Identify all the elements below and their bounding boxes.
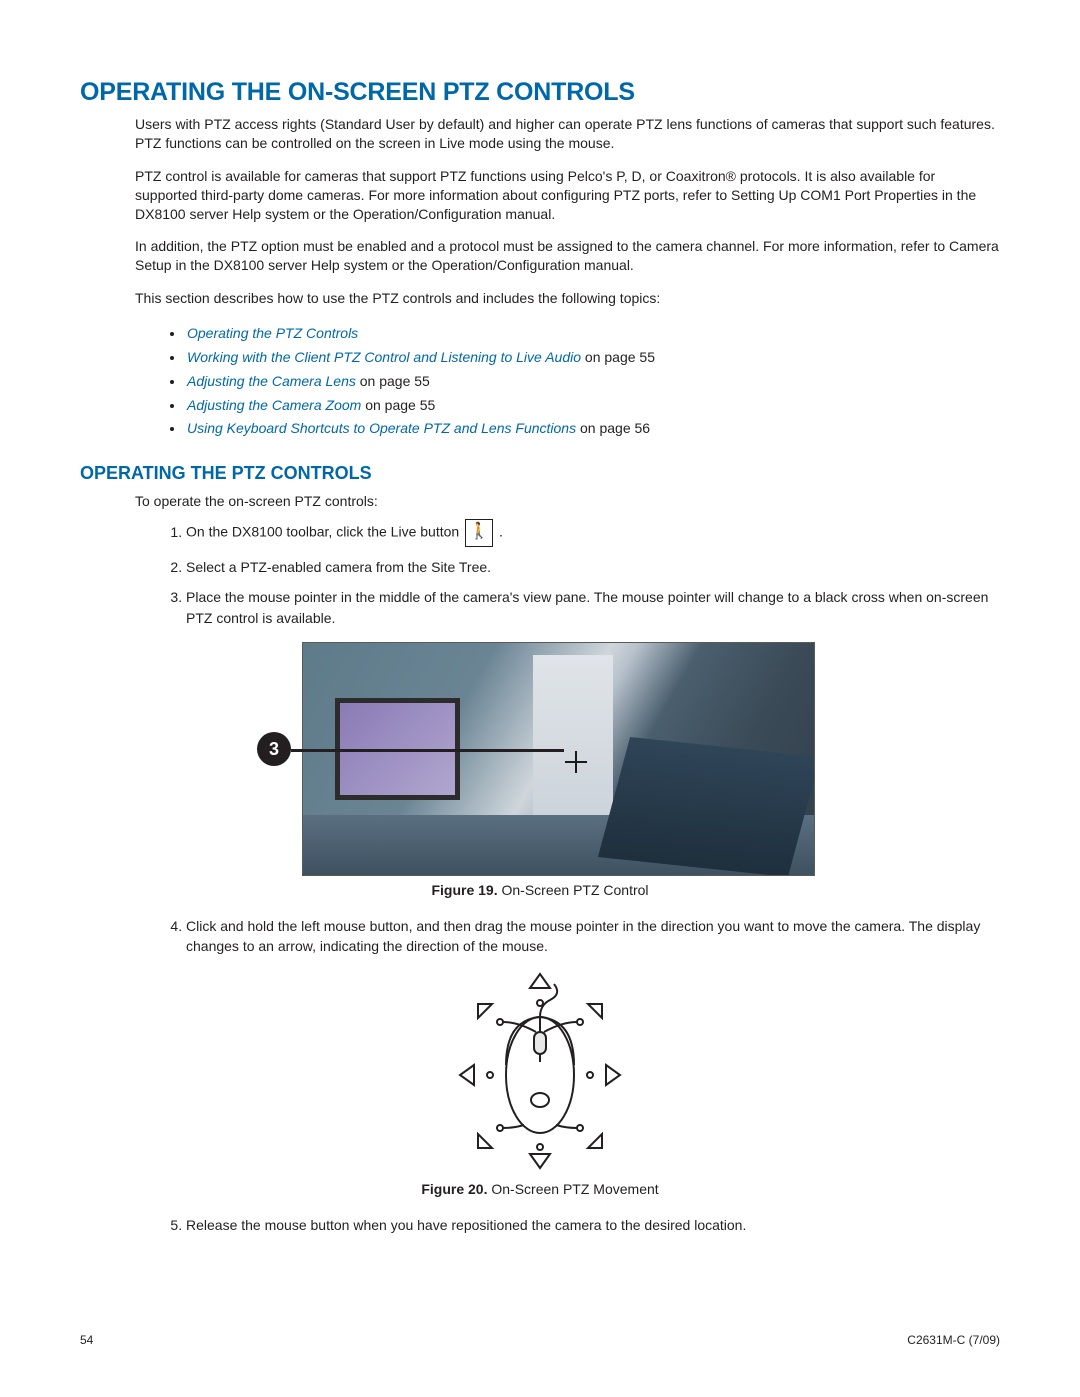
heading-main: OPERATING THE ON-SCREEN PTZ CONTROLS bbox=[80, 78, 1000, 107]
heading-sub: OPERATING THE PTZ CONTROLS bbox=[80, 463, 1000, 484]
topic-item: Working with the Client PTZ Control and … bbox=[185, 346, 1000, 370]
topic-link[interactable]: Adjusting the Camera Zoom bbox=[187, 397, 361, 413]
topic-item: Adjusting the Camera Lens on page 55 bbox=[185, 370, 1000, 394]
topic-item: Adjusting the Camera Zoom on page 55 bbox=[185, 394, 1000, 418]
step-item: Click and hold the left mouse button, an… bbox=[186, 916, 1000, 957]
paragraph: This section describes how to use the PT… bbox=[80, 289, 1000, 308]
page-footer: 54 C2631M-C (7/09) bbox=[80, 1333, 1000, 1347]
page-number: 54 bbox=[80, 1333, 93, 1347]
page: OPERATING THE ON-SCREEN PTZ CONTROLS Use… bbox=[0, 0, 1080, 1397]
camera-view-placeholder bbox=[302, 642, 815, 876]
live-button-icon: 🚶 bbox=[465, 519, 493, 547]
document-id: C2631M-C (7/09) bbox=[907, 1333, 1000, 1347]
step-list: On the DX8100 toolbar, click the Live bu… bbox=[80, 519, 1000, 628]
step-item: Release the mouse button when you have r… bbox=[186, 1215, 1000, 1235]
topic-item: Using Keyboard Shortcuts to Operate PTZ … bbox=[185, 417, 1000, 441]
paragraph: Users with PTZ access rights (Standard U… bbox=[80, 115, 1000, 153]
figure-caption: Figure 20. On-Screen PTZ Movement bbox=[80, 1181, 1000, 1197]
mouse-movement-diagram bbox=[430, 970, 650, 1170]
paragraph: PTZ control is available for cameras tha… bbox=[80, 167, 1000, 224]
paragraph: To operate the on-screen PTZ controls: bbox=[80, 492, 1000, 511]
callout-badge: 3 bbox=[257, 732, 291, 766]
topic-link[interactable]: Adjusting the Camera Lens bbox=[187, 373, 356, 389]
callout-line bbox=[291, 749, 564, 752]
crosshair-cursor-icon bbox=[565, 751, 587, 773]
topic-link[interactable]: Working with the Client PTZ Control and … bbox=[187, 349, 581, 365]
step-item: Place the mouse pointer in the middle of… bbox=[186, 587, 1000, 628]
step-list: Release the mouse button when you have r… bbox=[80, 1215, 1000, 1235]
step-item: On the DX8100 toolbar, click the Live bu… bbox=[186, 519, 1000, 547]
topic-item: Operating the PTZ Controls bbox=[185, 322, 1000, 346]
topic-list: Operating the PTZ Controls Working with … bbox=[80, 322, 1000, 441]
figure-caption: Figure 19. On-Screen PTZ Control bbox=[80, 882, 1000, 898]
paragraph: In addition, the PTZ option must be enab… bbox=[80, 237, 1000, 275]
topic-link[interactable]: Using Keyboard Shortcuts to Operate PTZ … bbox=[187, 420, 576, 436]
figure-20 bbox=[430, 970, 650, 1173]
topic-link[interactable]: Operating the PTZ Controls bbox=[187, 325, 358, 341]
step-list: Click and hold the left mouse button, an… bbox=[80, 916, 1000, 957]
figure-19: 3 bbox=[267, 642, 813, 874]
step-item: Select a PTZ-enabled camera from the Sit… bbox=[186, 557, 1000, 577]
